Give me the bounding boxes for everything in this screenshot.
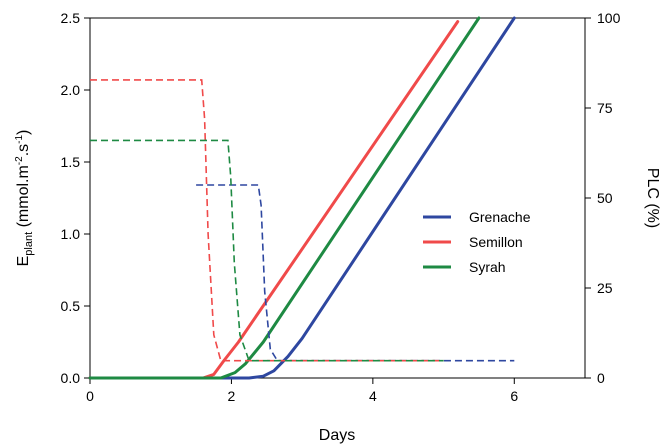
y-axis-right-label: PLC (%) (644, 168, 661, 228)
y-left-label-sup2: -1 (14, 135, 25, 144)
y-left-label-sup1: -2 (14, 156, 25, 165)
y-right-tick-label: 75 (597, 100, 613, 116)
e-plant-line-grenache (196, 184, 515, 362)
y-left-tick-label: 1.0 (61, 226, 81, 242)
x-axis-label: Days (319, 427, 355, 444)
y-left-tick-label: 1.5 (61, 154, 81, 170)
y-right-tick-label: 50 (597, 190, 613, 206)
y-axis-left-label: Eplant (mmol.m-2.s-1) (14, 130, 35, 267)
x-tick-label: 2 (228, 388, 236, 404)
y-right-tick-label: 25 (597, 280, 613, 296)
legend-label-grenache: Grenache (469, 209, 531, 225)
x-tick-label: 0 (86, 388, 94, 404)
plc-line-syrah (88, 16, 481, 380)
y-axis-right: 0 25 50 75 100 (585, 10, 621, 386)
y-left-label-unit-pre: (mmol.m (15, 165, 32, 232)
y-left-tick-label: 0.0 (61, 370, 81, 386)
plc-series-group (88, 16, 516, 380)
e-plant-line-semillon (90, 79, 444, 362)
legend: Grenache Semillon Syrah (423, 209, 531, 275)
x-tick-label: 4 (369, 388, 377, 404)
y-left-label-unit-mid: .s (15, 144, 32, 156)
x-tick-label: 6 (510, 388, 518, 404)
y-left-tick-label: 0.5 (61, 298, 81, 314)
y-left-label-unit-post: ) (15, 130, 32, 135)
y-right-tick-label: 100 (597, 10, 621, 26)
e-plant-line-syrah (90, 139, 444, 362)
e-plant-series-group (90, 79, 515, 362)
y-axis-left: 0.0 0.5 1.0 1.5 2.0 2.5 (61, 10, 90, 386)
y-left-tick-label: 2.5 (61, 10, 81, 26)
y-right-tick-label: 0 (597, 370, 605, 386)
legend-label-syrah: Syrah (469, 259, 506, 275)
y-left-label-main: E (15, 256, 32, 267)
y-left-tick-label: 2.0 (61, 82, 81, 98)
x-axis: 0 2 4 6 (86, 378, 518, 404)
plc-line-grenache (88, 16, 516, 380)
y-left-label-sub: plant (23, 232, 35, 256)
legend-label-semillon: Semillon (469, 234, 523, 250)
